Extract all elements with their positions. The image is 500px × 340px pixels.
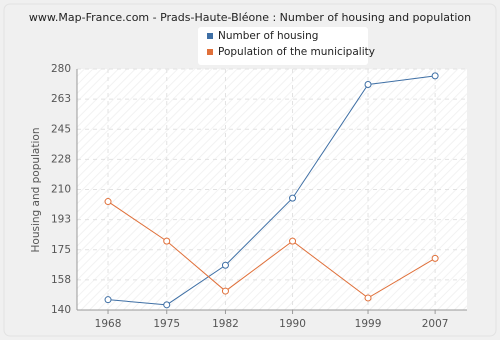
data-point <box>104 198 112 206</box>
x-tick-label: 2007 <box>422 318 449 330</box>
data-point <box>104 296 112 304</box>
data-point <box>431 72 439 80</box>
series-line <box>107 201 436 299</box>
data-point <box>163 237 171 245</box>
y-tick-label: 245 <box>51 123 71 135</box>
x-tick-label: 1968 <box>95 318 122 330</box>
y-tick-label: 210 <box>51 184 71 196</box>
y-tick-label: 193 <box>51 214 71 226</box>
y-tick-label: 280 <box>51 63 71 75</box>
data-point <box>289 194 297 202</box>
data-point <box>163 301 171 309</box>
data-point <box>364 294 372 302</box>
data-point <box>221 287 229 295</box>
y-tick-label: 263 <box>51 93 71 105</box>
chart-title: www.Map-France.com - Prads-Haute-Bléone … <box>29 11 471 24</box>
data-point <box>431 254 439 262</box>
series-line <box>107 75 436 306</box>
y-axis-label: Housing and population <box>30 128 42 253</box>
y-tick-label: 158 <box>51 274 71 286</box>
x-tick-label: 1990 <box>279 318 306 330</box>
data-point <box>221 261 229 269</box>
x-tick-label: 1999 <box>355 318 382 330</box>
data-point <box>289 237 297 245</box>
x-tick-label: 1982 <box>212 318 239 330</box>
y-tick-label: 228 <box>51 153 71 165</box>
legend-label: Number of housing <box>218 30 318 42</box>
y-tick-label: 175 <box>51 244 71 256</box>
legend-swatch <box>207 33 213 39</box>
data-point <box>364 80 372 88</box>
legend-swatch <box>207 49 213 55</box>
x-tick-label: 1975 <box>153 318 180 330</box>
legend-label: Population of the municipality <box>218 46 375 58</box>
legend <box>198 27 368 65</box>
y-tick-label: 140 <box>51 304 71 316</box>
